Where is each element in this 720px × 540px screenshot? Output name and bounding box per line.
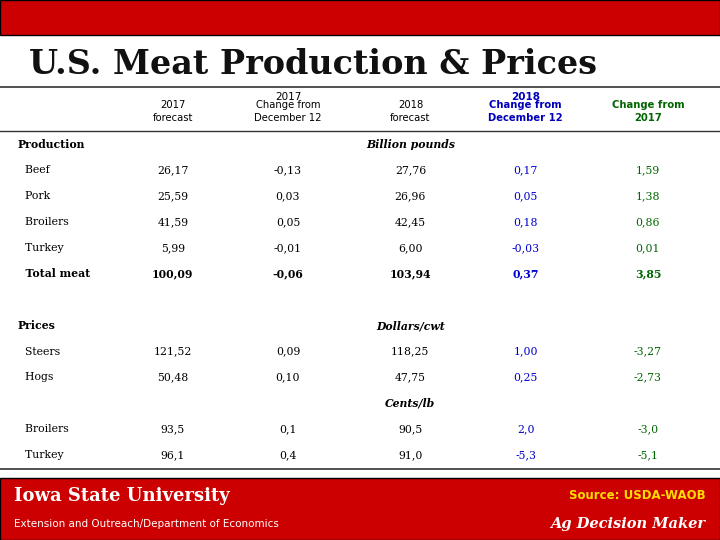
- Text: Iowa State University: Iowa State University: [14, 487, 230, 505]
- Text: -0,06: -0,06: [273, 268, 303, 279]
- Text: 2018: 2018: [511, 92, 540, 102]
- Text: Prices: Prices: [18, 320, 56, 331]
- Text: -2,73: -2,73: [634, 373, 662, 382]
- Text: Source: USDA-WAOB: Source: USDA-WAOB: [569, 489, 706, 502]
- Text: 0,18: 0,18: [513, 217, 538, 227]
- Text: 0,86: 0,86: [636, 217, 660, 227]
- Text: 103,94: 103,94: [390, 268, 431, 279]
- Text: 3,85: 3,85: [635, 268, 661, 279]
- Text: 121,52: 121,52: [153, 347, 192, 356]
- Text: -0,01: -0,01: [274, 243, 302, 253]
- Text: Change from
December 12: Change from December 12: [254, 100, 322, 123]
- Text: Turkey: Turkey: [18, 450, 63, 460]
- Text: 0,4: 0,4: [279, 450, 297, 460]
- Text: Pork: Pork: [18, 191, 50, 201]
- Text: 26,17: 26,17: [157, 165, 189, 175]
- Text: Beef: Beef: [18, 165, 50, 175]
- Text: U.S. Meat Production & Prices: U.S. Meat Production & Prices: [29, 48, 597, 82]
- Text: 118,25: 118,25: [391, 347, 430, 356]
- Text: Total meat: Total meat: [18, 268, 90, 279]
- Text: 0,03: 0,03: [276, 191, 300, 201]
- Text: Change from
December 12: Change from December 12: [488, 100, 563, 123]
- Text: Hogs: Hogs: [18, 373, 53, 382]
- FancyBboxPatch shape: [0, 478, 720, 540]
- Text: -5,3: -5,3: [515, 450, 536, 460]
- Text: 0,1: 0,1: [279, 424, 297, 434]
- Text: 6,00: 6,00: [398, 243, 423, 253]
- Text: Broilers: Broilers: [18, 424, 68, 434]
- Text: 0,10: 0,10: [276, 373, 300, 382]
- Text: Broilers: Broilers: [18, 217, 68, 227]
- Text: 0,01: 0,01: [636, 243, 660, 253]
- Text: -5,1: -5,1: [637, 450, 659, 460]
- Text: 2,0: 2,0: [517, 424, 534, 434]
- Text: 1,00: 1,00: [513, 347, 538, 356]
- Text: Turkey: Turkey: [18, 243, 63, 253]
- Text: Production: Production: [18, 139, 86, 150]
- Text: 2017
forecast: 2017 forecast: [153, 100, 193, 123]
- Text: 96,1: 96,1: [161, 450, 185, 460]
- Text: 100,09: 100,09: [152, 268, 194, 279]
- Text: 2018
forecast: 2018 forecast: [390, 100, 431, 123]
- Text: 47,75: 47,75: [395, 373, 426, 382]
- Text: 0,37: 0,37: [513, 268, 539, 279]
- Text: Dollars/cwt: Dollars/cwt: [376, 320, 445, 331]
- Text: 41,59: 41,59: [157, 217, 189, 227]
- Text: 91,0: 91,0: [398, 450, 423, 460]
- Text: Ag Decision Maker: Ag Decision Maker: [551, 517, 706, 531]
- Text: 1,59: 1,59: [636, 165, 660, 175]
- Text: -0,13: -0,13: [274, 165, 302, 175]
- Text: 42,45: 42,45: [395, 217, 426, 227]
- Text: 1,38: 1,38: [636, 191, 660, 201]
- Text: 27,76: 27,76: [395, 165, 426, 175]
- Text: 93,5: 93,5: [161, 424, 185, 434]
- Text: -3,0: -3,0: [637, 424, 659, 434]
- Text: 5,99: 5,99: [161, 243, 185, 253]
- Text: -3,27: -3,27: [634, 347, 662, 356]
- Text: 50,48: 50,48: [157, 373, 189, 382]
- Text: 0,09: 0,09: [276, 347, 300, 356]
- Text: Billion pounds: Billion pounds: [366, 139, 455, 150]
- Text: -0,03: -0,03: [511, 243, 540, 253]
- Text: 0,17: 0,17: [513, 165, 538, 175]
- Text: 0,05: 0,05: [513, 191, 538, 201]
- Text: Cents/lb: Cents/lb: [385, 398, 436, 409]
- Text: 90,5: 90,5: [398, 424, 423, 434]
- Text: 25,59: 25,59: [157, 191, 189, 201]
- Text: Steers: Steers: [18, 347, 60, 356]
- Text: 26,96: 26,96: [395, 191, 426, 201]
- Text: Extension and Outreach/Department of Economics: Extension and Outreach/Department of Eco…: [14, 519, 279, 529]
- Text: 0,25: 0,25: [513, 373, 538, 382]
- Text: 0,05: 0,05: [276, 217, 300, 227]
- Text: 2017: 2017: [275, 92, 301, 102]
- Text: Change from
2017: Change from 2017: [612, 100, 684, 123]
- FancyBboxPatch shape: [0, 0, 720, 35]
